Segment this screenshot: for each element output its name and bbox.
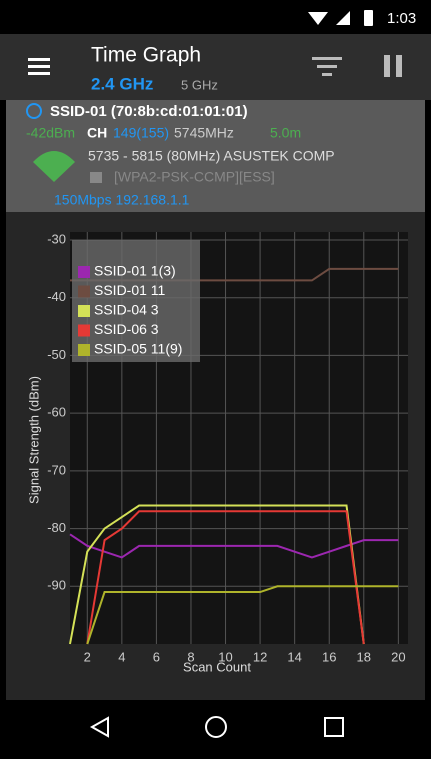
series-line xyxy=(86,585,399,645)
home-button[interactable] xyxy=(205,716,227,738)
x-tick-label: 10 xyxy=(218,649,232,664)
legend-swatch xyxy=(78,324,90,337)
pause-button[interactable] xyxy=(384,55,402,77)
legend-label: SSID-04 3 xyxy=(94,302,159,318)
x-tick-label: 20 xyxy=(391,649,405,664)
y-tick-label: -30 xyxy=(47,231,66,246)
status-bar xyxy=(0,0,431,34)
signal: -42dBm xyxy=(26,125,75,141)
y-tick-label: -70 xyxy=(47,462,66,477)
distance: 5.0m xyxy=(270,125,301,141)
y-tick-label: -50 xyxy=(47,347,66,362)
series-line xyxy=(86,510,365,645)
recents-button[interactable] xyxy=(324,717,344,737)
menu-button[interactable] xyxy=(28,58,50,75)
signal-icon xyxy=(33,151,75,182)
channel: 149(155) xyxy=(113,125,169,141)
frequency: 5745MHz xyxy=(174,125,234,141)
x-tick-label: 16 xyxy=(322,649,336,664)
legend-entries: SSID-01 1(3) SSID-01 11 SSID-04 3 SSID-06 3… xyxy=(78,263,182,357)
x-tick-label: 4 xyxy=(118,649,125,664)
x-tick-label: 6 xyxy=(153,649,160,664)
legend-swatch xyxy=(78,305,90,317)
ssid: SSID-01 (70:8b:cd:01:01:01) xyxy=(50,103,248,120)
x-tick-label: 2 xyxy=(84,649,91,664)
legend-label: SSID-01 11 xyxy=(94,282,166,298)
series-line xyxy=(69,533,399,559)
y-tick-label: -80 xyxy=(47,520,66,535)
y-tick-label: -60 xyxy=(47,405,66,420)
ap-icon xyxy=(26,103,42,119)
legend-label: SSID-01 1(3) xyxy=(94,263,176,279)
access-point-panel xyxy=(6,100,425,212)
speed: 150Mbps 192.168.1.1 xyxy=(54,192,190,208)
x-axis-title: Scan Count xyxy=(183,659,251,674)
series-line xyxy=(69,504,365,645)
lock-icon xyxy=(90,172,102,183)
cell-icon xyxy=(336,11,350,25)
back-button[interactable] xyxy=(89,716,109,738)
battery-icon xyxy=(364,10,373,26)
filter-button[interactable] xyxy=(312,57,342,76)
range: 5735 - 5815 (80MHz) ASUSTEK COMP xyxy=(88,148,335,164)
legend xyxy=(72,240,200,362)
channel-label: CH xyxy=(87,125,107,141)
y-tick-label: -40 xyxy=(47,289,66,304)
y-tick-label: -90 xyxy=(47,578,66,593)
x-tick-label: 12 xyxy=(253,649,267,664)
x-tick-label: 14 xyxy=(287,649,301,664)
legend-label: SSID-05 11(9) xyxy=(94,341,182,357)
app-bar xyxy=(0,34,431,100)
security: [WPA2-PSK-CCMP][ESS] xyxy=(114,169,275,185)
wifi-icon xyxy=(308,12,328,25)
tab-active[interactable]: 2.4 GHz xyxy=(91,74,153,93)
y-axis-title: Signal Strength (dBm) xyxy=(26,376,41,504)
screen-title: Time Graph xyxy=(91,44,201,67)
legend-swatch xyxy=(78,344,90,356)
clock: 1:03 xyxy=(387,10,416,27)
legend-label: SSID-06 3 xyxy=(94,321,159,337)
x-tick-label: 18 xyxy=(357,649,371,664)
tab[interactable]: 5 GHz xyxy=(181,77,218,92)
legend-swatch xyxy=(78,266,90,278)
x-tick-label: 8 xyxy=(187,649,194,664)
legend-swatch xyxy=(78,285,90,298)
nav-bar xyxy=(0,700,431,754)
